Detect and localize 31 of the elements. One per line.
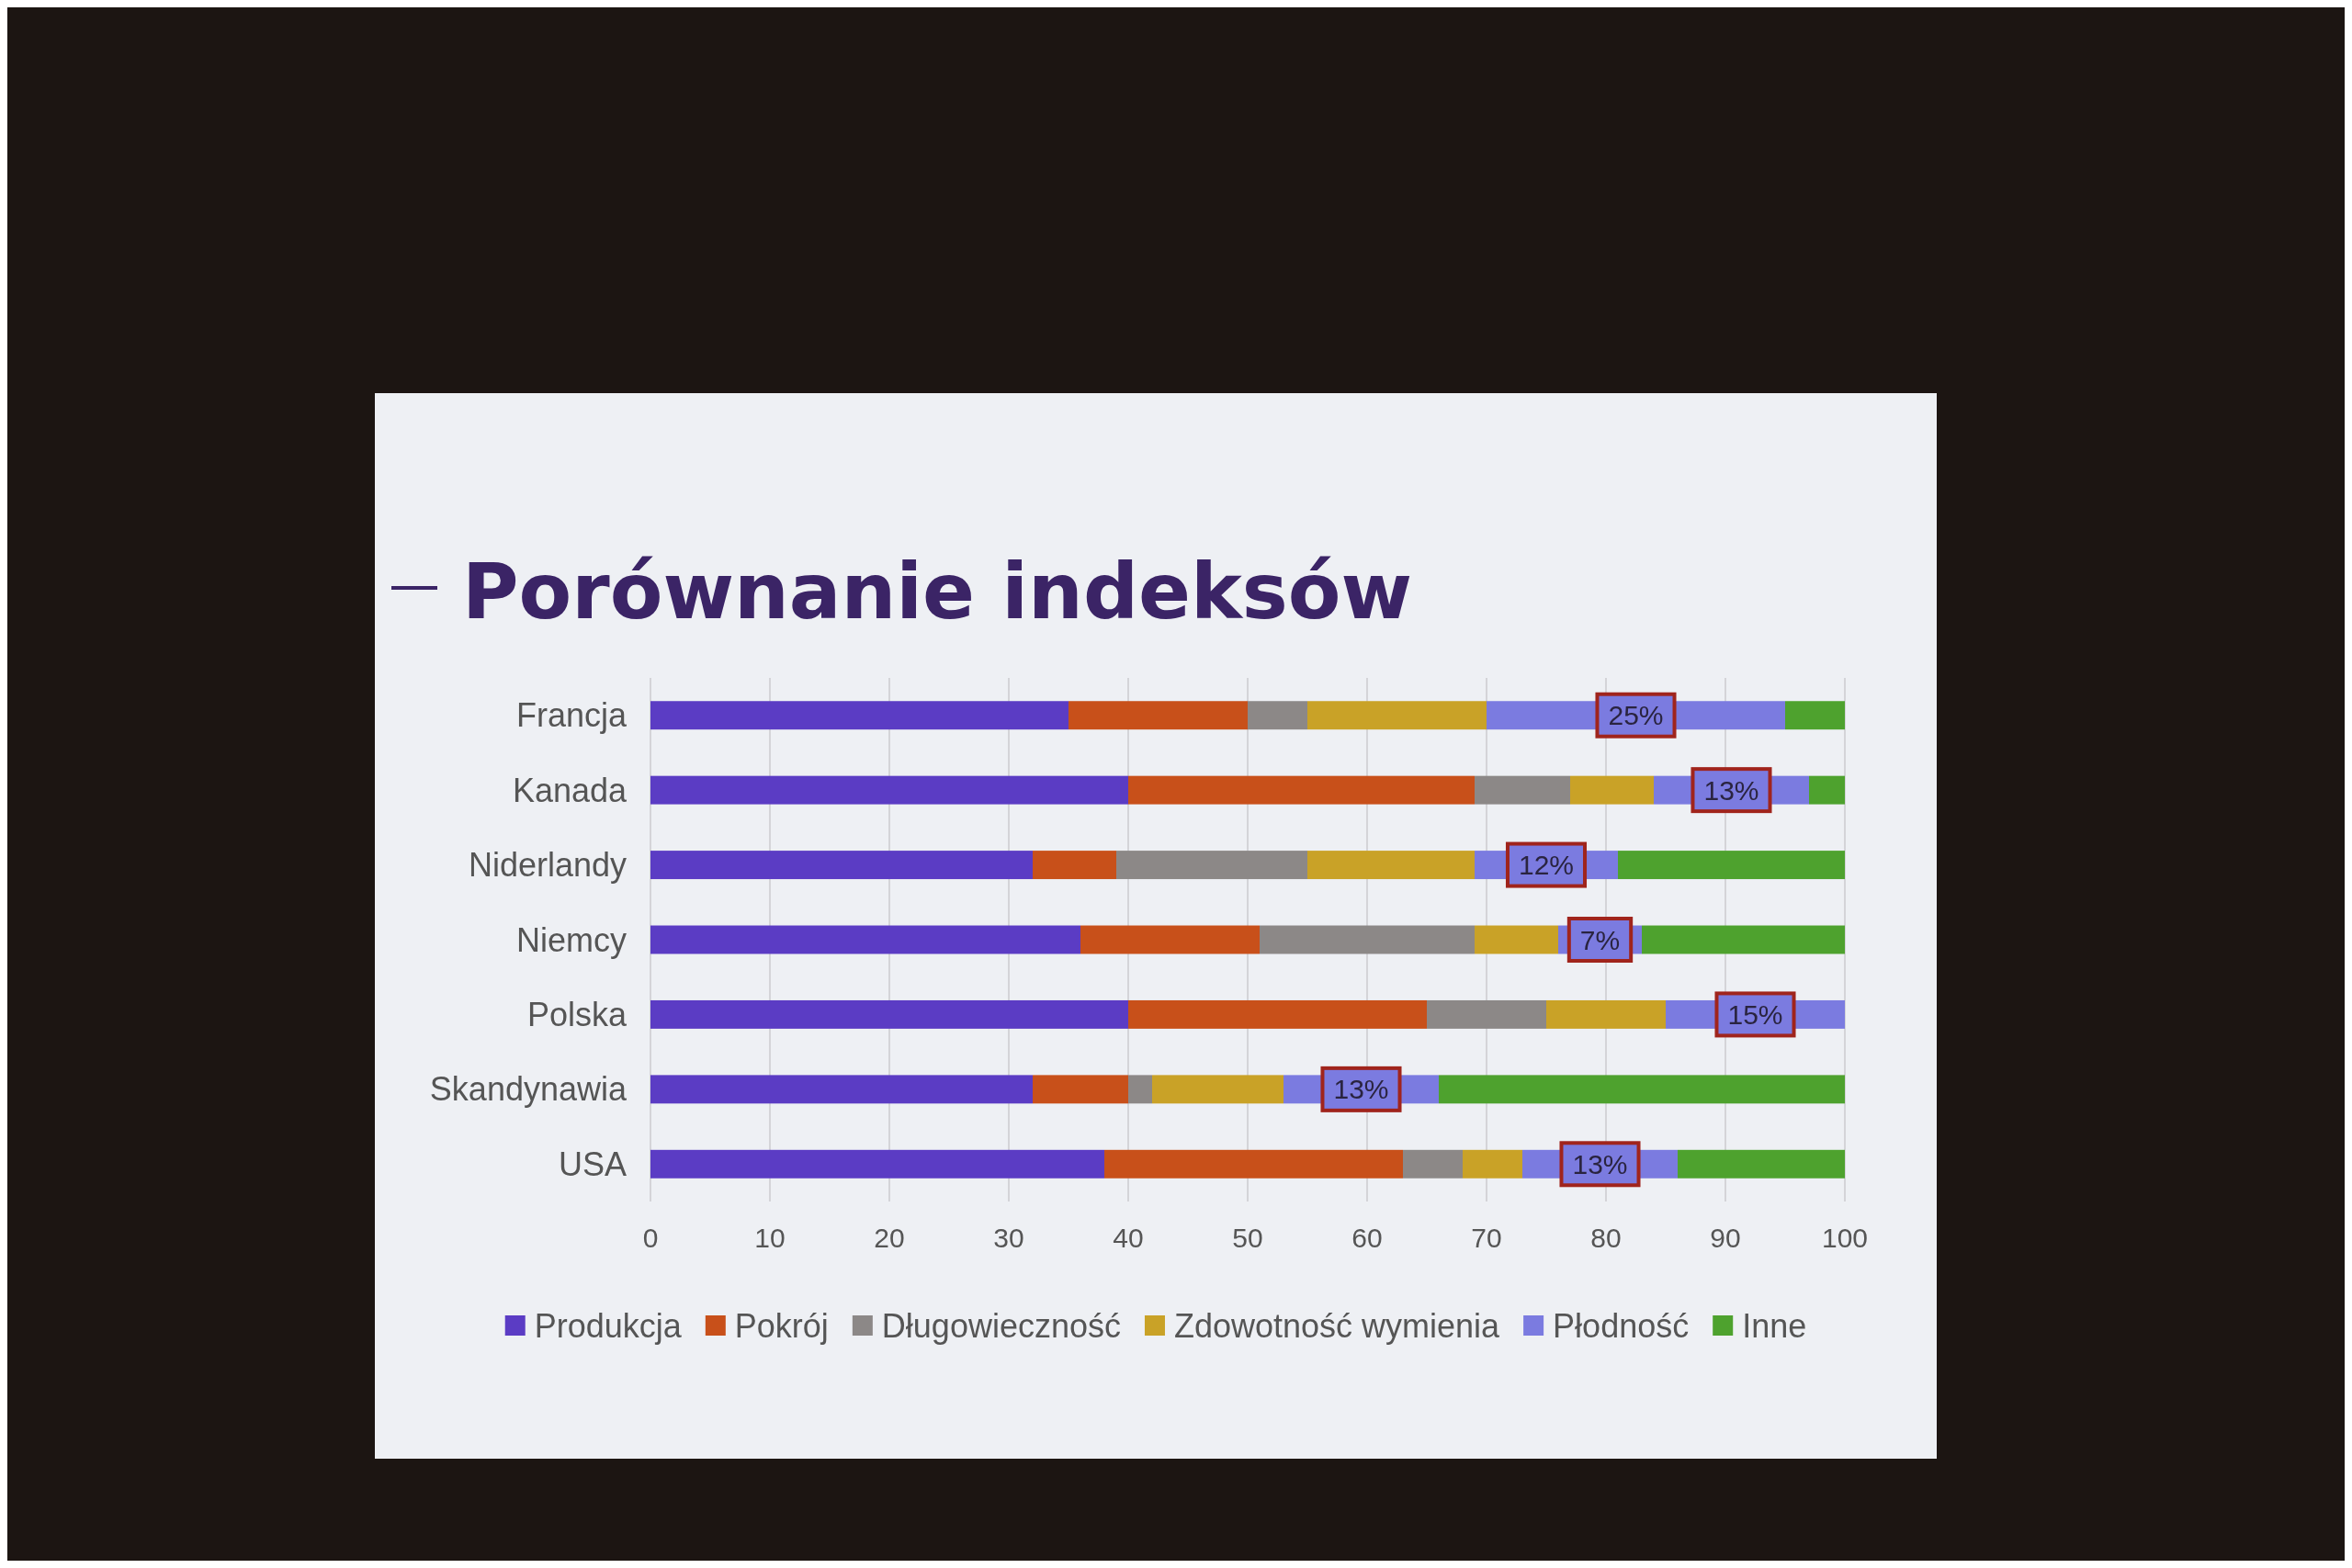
x-tick-label: 100	[1821, 1223, 1869, 1253]
chart-title: Porównanie indeksów	[462, 547, 1413, 637]
x-tick-label: 40	[1113, 1223, 1144, 1253]
legend-label: Zdowotność wymienia	[1173, 1306, 1501, 1345]
legend-label: Inne	[1742, 1306, 1807, 1345]
legend-label: Pokrój	[734, 1306, 829, 1345]
x-tick-label: 30	[993, 1223, 1024, 1253]
y-tick-label: Skandynawia	[429, 1070, 628, 1109]
x-tick-label: 90	[1710, 1223, 1741, 1253]
data-label: 13%	[1572, 1148, 1628, 1179]
legend-label: Produkcja	[534, 1306, 683, 1345]
x-tick-label: 80	[1590, 1223, 1622, 1253]
x-tick-label: 70	[1471, 1223, 1502, 1253]
x-tick-label: 10	[754, 1223, 786, 1253]
y-tick-label: Francja	[515, 696, 628, 735]
y-tick-label: Niderlandy	[468, 846, 627, 885]
x-tick-label: 60	[1351, 1223, 1383, 1253]
legend-label: Płodność	[1553, 1306, 1690, 1345]
x-tick-label: 0	[642, 1223, 659, 1253]
y-tick-label: Kanada	[512, 771, 628, 809]
legend-label: Długowieczność	[881, 1306, 1121, 1345]
y-tick-label: USA	[558, 1145, 627, 1183]
data-label: 15%	[1727, 998, 1783, 1030]
x-tick-label: 20	[874, 1223, 905, 1253]
data-label: 25%	[1608, 700, 1664, 731]
y-tick-label: Polska	[526, 995, 628, 1033]
x-tick-label: 50	[1232, 1223, 1263, 1253]
y-tick-label: Niemcy	[515, 920, 627, 959]
data-label: 13%	[1333, 1074, 1389, 1105]
data-label: 13%	[1703, 774, 1759, 806]
data-label: 12%	[1518, 850, 1575, 881]
